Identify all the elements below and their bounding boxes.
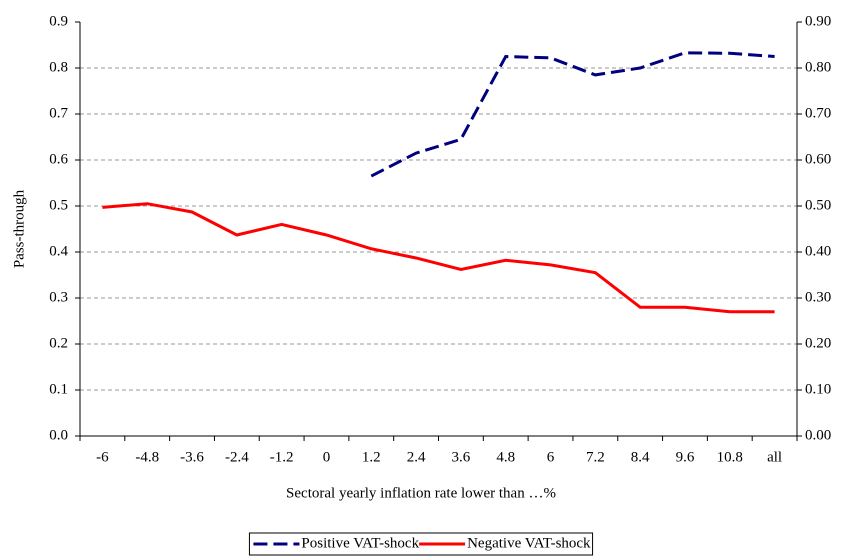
legend-label: Positive VAT-shock	[301, 535, 419, 551]
x-tick-label: -6	[96, 449, 109, 465]
series-line	[370, 51, 775, 178]
y2-tick-label: 0.80	[805, 59, 831, 75]
x-tick-label: 1.2	[362, 449, 381, 465]
y2-tick-label: 0.50	[805, 197, 831, 213]
x-tick-label: 0	[323, 449, 331, 465]
legend-box	[248, 532, 594, 556]
x-tick-label: 7.2	[586, 449, 605, 465]
y-tick-label: 0.1	[49, 381, 68, 397]
y-tick-label: 0.0	[49, 427, 68, 443]
y-tick-label: 0.8	[49, 59, 68, 75]
y2-tick-label: 0.10	[805, 381, 831, 397]
x-tick-label: all	[767, 449, 782, 465]
y-tick-label: 0.9	[49, 13, 68, 29]
y-tick-label: 0.5	[49, 197, 68, 213]
y2-tick-label: 0.70	[805, 105, 831, 121]
x-tick-label: -1.2	[270, 449, 294, 465]
y2-tick-label: 0.90	[805, 13, 831, 29]
y-tick-label: 0.6	[49, 151, 68, 167]
legend-label: Negative VAT-shock	[467, 535, 591, 551]
y2-tick-label: 0.30	[805, 289, 831, 305]
x-tick-label: 10.8	[717, 449, 743, 465]
x-tick-label: 8.4	[631, 449, 650, 465]
x-tick-label: 9.6	[676, 449, 695, 465]
x-tick-label: 3.6	[452, 449, 471, 465]
y-tick-label: 0.3	[49, 289, 68, 305]
x-axis-title: Sectoral yearly inflation rate lower tha…	[286, 485, 556, 501]
y-tick-label: 0.2	[49, 335, 68, 351]
x-tick-label: 2.4	[407, 449, 426, 465]
y-tick-label: 0.4	[49, 243, 68, 259]
y-tick-label: 0.7	[49, 105, 68, 121]
x-tick-label: 4.8	[496, 449, 515, 465]
y-axis-title: Pass-through	[11, 189, 27, 268]
y2-tick-label: 0.40	[805, 243, 831, 259]
x-tick-label: -2.4	[225, 449, 249, 465]
series-line	[102, 202, 775, 314]
x-tick-label: -4.8	[135, 449, 159, 465]
y2-tick-label: 0.20	[805, 335, 831, 351]
x-tick-label: -3.6	[180, 449, 204, 465]
y2-tick-label: 0.60	[805, 151, 831, 167]
x-tick-label: 6	[547, 449, 555, 465]
y2-tick-label: 0.00	[805, 427, 831, 443]
